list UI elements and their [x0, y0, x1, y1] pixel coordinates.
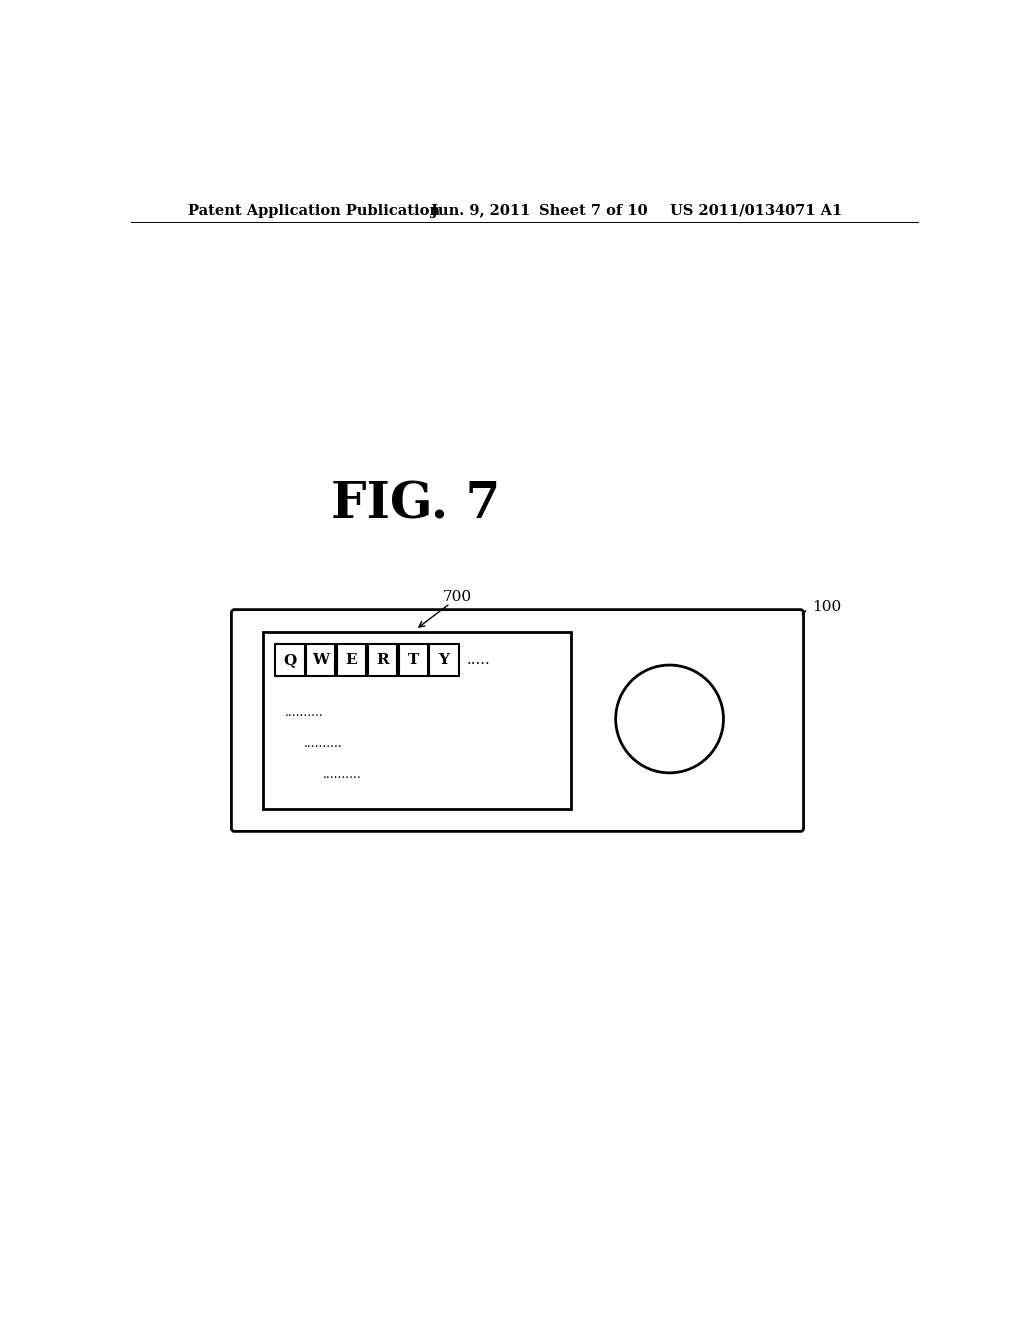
Text: ..........: ..........: [323, 768, 361, 781]
Text: W: W: [312, 652, 330, 667]
Bar: [263, 632, 571, 809]
Text: Y: Y: [438, 652, 450, 667]
Text: Patent Application Publication: Patent Application Publication: [188, 203, 440, 218]
Text: E: E: [346, 652, 357, 667]
Text: US 2011/0134071 A1: US 2011/0134071 A1: [670, 203, 842, 218]
Bar: [337, 644, 367, 676]
Text: FIG. 7: FIG. 7: [331, 480, 500, 529]
Text: Q: Q: [284, 652, 297, 667]
Text: ..........: ..........: [285, 706, 324, 719]
Ellipse shape: [615, 665, 724, 774]
Bar: [368, 644, 397, 676]
Bar: [306, 644, 336, 676]
Text: R: R: [376, 652, 389, 667]
Bar: [275, 644, 304, 676]
Text: Sheet 7 of 10: Sheet 7 of 10: [539, 203, 647, 218]
Text: 100: 100: [812, 599, 842, 614]
Text: ..........: ..........: [304, 737, 343, 750]
Bar: [429, 644, 459, 676]
Text: 700: 700: [443, 590, 472, 605]
FancyBboxPatch shape: [231, 610, 804, 832]
Bar: [398, 644, 428, 676]
Text: Jun. 9, 2011: Jun. 9, 2011: [431, 203, 530, 218]
Text: T: T: [408, 652, 419, 667]
Text: .....: .....: [466, 652, 490, 667]
